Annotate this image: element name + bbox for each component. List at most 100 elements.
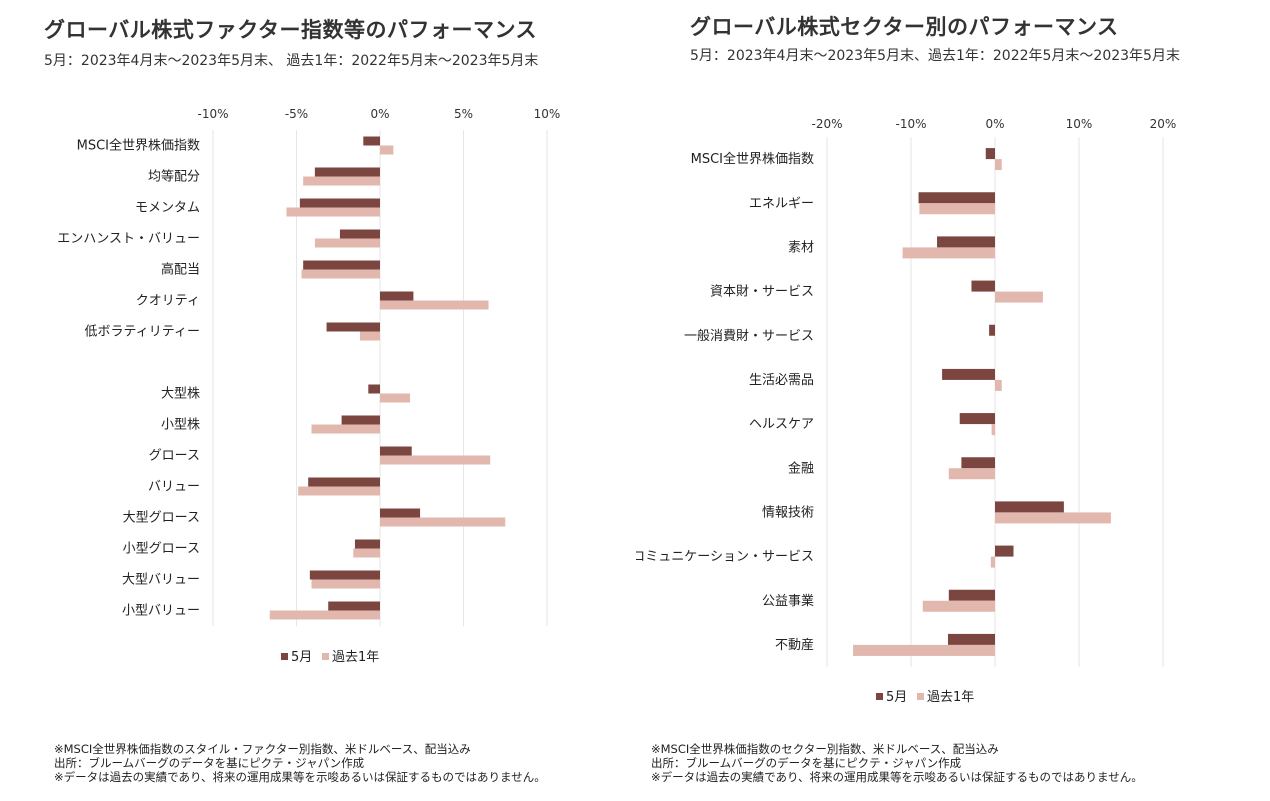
legend-swatch-past-year	[917, 693, 924, 700]
category-label: 公益事業	[762, 593, 814, 609]
x-tick-label: 5%	[454, 107, 473, 121]
right-footnote-3: ※データは過去の実績であり、将来の運用成果等を示唆あるいは保証するものではありま…	[651, 770, 1143, 784]
x-tick-label: -5%	[285, 107, 308, 121]
category-label: 一般消費財・サービス	[684, 328, 814, 344]
bar-past-year	[380, 393, 411, 403]
bar-past-year	[303, 176, 380, 186]
bar-past-year	[991, 424, 995, 436]
bar-may	[937, 236, 995, 248]
category-label: ヘルスケア	[749, 417, 814, 432]
left-footnotes: ※MSCI全世界株価指数のスタイル・ファクター別指数、米ドルベース、配当込み 出…	[54, 742, 546, 784]
bar-may	[308, 477, 380, 487]
bar-may	[326, 322, 380, 332]
bar-may	[995, 501, 1064, 513]
left-chart-subtitle: 5月：2023年4月末～2023年5月末、 過去1年：2022年5月末～2023…	[44, 53, 539, 69]
bar-may	[989, 324, 995, 336]
category-label: 大型株	[161, 387, 200, 402]
category-label: 大型グロース	[123, 511, 200, 526]
bar-past-year	[919, 203, 995, 215]
bar-past-year	[995, 159, 1002, 171]
category-label: 高配当	[161, 262, 200, 278]
right-chart-title: グローバル株式セクター別のパフォーマンス	[690, 15, 1119, 39]
right-chart-subtitle: 5月：2023年4月末～2023年5月末、過去1年：2022年5月末～2023年…	[690, 48, 1180, 64]
bar-may	[380, 291, 414, 301]
bar-may	[341, 415, 380, 425]
bar-past-year	[311, 579, 380, 589]
category-label: クオリティ	[136, 294, 200, 309]
bar-past-year	[380, 455, 491, 465]
bar-past-year	[902, 247, 995, 259]
bar-past-year	[990, 556, 995, 568]
bar-may	[918, 192, 995, 204]
bar-may	[380, 446, 412, 456]
bar-may	[354, 539, 380, 549]
x-tick-label: 20%	[1150, 117, 1177, 131]
bar-may	[314, 167, 380, 177]
legend-swatch-past-year	[322, 653, 329, 660]
bar-past-year	[948, 468, 995, 480]
bar-past-year	[314, 238, 380, 248]
left-footnote-1: ※MSCI全世界株価指数のスタイル・ファクター別指数、米ドルベース、配当込み	[54, 742, 471, 756]
category-label: 生活必需品	[749, 373, 814, 388]
legend-swatch-may	[281, 653, 288, 660]
bar-may	[303, 260, 380, 270]
bar-may	[368, 384, 380, 394]
category-label: エンハンスト・バリュー	[57, 232, 200, 247]
left-footnote-3: ※データは過去の実績であり、将来の運用成果等を示唆あるいは保証するものではありま…	[54, 770, 546, 784]
legend-label-may: 5月	[291, 650, 312, 665]
bar-past-year	[380, 517, 506, 527]
bar-may	[380, 508, 421, 518]
category-label: グロース	[149, 449, 200, 464]
x-tick-label: 10%	[1066, 117, 1093, 131]
bar-past-year	[286, 207, 380, 217]
legend-label-may: 5月	[886, 690, 907, 705]
right-footnotes: ※MSCI全世界株価指数のセクター別指数、米ドルベース、配当込み 出所：ブルーム…	[651, 742, 1143, 784]
left-chart-title: グローバル株式ファクター指数等のパフォーマンス	[44, 18, 538, 42]
category-label: 情報技術	[762, 505, 814, 520]
legend-label-past-year: 過去1年	[332, 650, 379, 665]
bar-past-year	[269, 610, 380, 620]
bar-may	[948, 589, 995, 601]
bar-may	[959, 413, 995, 425]
legend-label-past-year: 過去1年	[927, 690, 974, 705]
right-footnote-2: 出所：ブルームバーグのデータを基にピクテ・ジャパン作成	[651, 756, 962, 770]
x-tick-label: 0%	[985, 117, 1004, 131]
factor-performance-chart: -10% -5% 0% 5% 10% MSCI全世界株価指数均等配分モメンタムエンハンスト…	[57, 107, 561, 665]
category-label: バリュー	[148, 480, 200, 495]
bar-past-year	[922, 600, 995, 612]
category-label: 均等配分	[148, 169, 200, 185]
bar-may	[995, 545, 1014, 557]
x-tick-label: 0%	[370, 107, 389, 121]
bar-past-year	[853, 644, 995, 656]
bar-may	[985, 148, 995, 160]
category-label: コミュニケーション・サービス	[636, 550, 814, 565]
category-label: 低ボラティリティー	[85, 325, 200, 340]
category-label: 金融	[788, 460, 814, 476]
bar-past-year	[380, 145, 394, 155]
category-label: モメンタム	[135, 201, 200, 216]
category-label: エネルギー	[749, 196, 814, 211]
x-tick-label: -10%	[895, 117, 926, 131]
bar-past-year	[301, 269, 380, 279]
bar-past-year	[353, 548, 380, 558]
x-tick-label: 10%	[534, 107, 561, 121]
category-label: 素材	[788, 240, 814, 255]
category-label: MSCI全世界株価指数	[77, 138, 200, 154]
bar-may	[947, 633, 995, 645]
bar-may	[309, 570, 380, 580]
bar-past-year	[311, 424, 380, 434]
bar-past-year	[380, 300, 489, 310]
category-label: 小型バリュー	[122, 604, 200, 619]
bar-past-year	[298, 486, 380, 496]
left-footnote-2: 出所：ブルームバーグのデータを基にピクテ・ジャパン作成	[54, 756, 365, 770]
sector-performance-chart: -20% -10% 0% 10% 20% MSCI全世界株価指数エネルギー素材資本財・サー…	[636, 117, 1177, 705]
bar-may	[339, 229, 380, 239]
right-footnote-1: ※MSCI全世界株価指数のセクター別指数、米ドルベース、配当込み	[651, 742, 999, 756]
category-label: 資本財・サービス	[710, 285, 814, 300]
bar-past-year	[359, 331, 380, 341]
bar-may	[942, 368, 995, 380]
category-label: 不動産	[775, 637, 814, 653]
legend-swatch-may	[876, 693, 883, 700]
bar-past-year	[995, 512, 1111, 524]
x-tick-label: -20%	[811, 117, 842, 131]
